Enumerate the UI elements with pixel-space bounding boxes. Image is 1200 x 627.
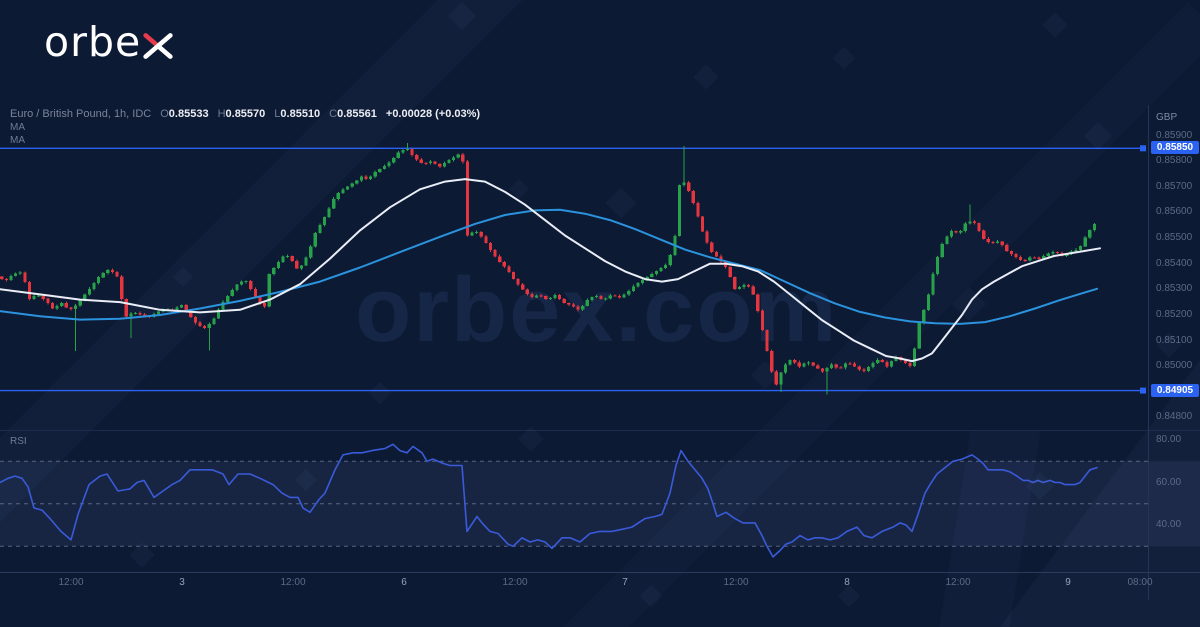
rsi-axis-tick: 80.00 [1156,434,1182,445]
price-axis-tick: 0.84800 [1156,411,1193,423]
ohlc-open: O0.85533 [160,108,209,120]
price-axis-tick: 0.85900 [1156,129,1193,141]
chart-legend: Euro / British Pound, 1h, IDC O0.85533 H… [10,108,480,120]
price-axis-tick: 0.85800 [1156,155,1193,167]
currency-label: GBP [1156,112,1178,123]
watermark-text: orbex.com [355,259,839,361]
symbol-title[interactable]: Euro / British Pound, 1h, IDC [10,108,152,120]
ohlc-high: H0.85570 [217,108,266,120]
price-axis-tick: 0.85000 [1156,360,1193,372]
orbex-logo: orbe [44,22,173,63]
price-axis-tick: 0.85400 [1156,257,1193,269]
ma-slow-label[interactable]: MA [10,135,25,146]
time-axis-tick: 12:00 [58,577,84,588]
price-axis-tick: 0.85200 [1156,308,1193,320]
time-axis-tick: 12:00 [502,577,528,588]
ma-fast-label[interactable]: MA [10,122,25,133]
time-axis-tick: 08:00 [1127,577,1153,588]
time-axis-tick: 6 [401,577,407,588]
rsi-axis-tick: 60.00 [1156,476,1182,488]
logo-wordmark: orbe [44,18,142,66]
time-axis-tick: 9 [1065,577,1071,588]
price-axis-tick: 0.85700 [1156,180,1193,192]
time-axis-tick: 3 [179,577,185,588]
ohlc-low: L0.85510 [274,108,321,120]
price-axis-tick: 0.85300 [1156,283,1193,295]
price-level-badge: 0.85850 [1151,141,1199,155]
logo-x-icon [143,33,173,59]
price-level-badge: 0.84905 [1151,383,1199,397]
time-axis-tick: 12:00 [723,577,749,588]
time-axis-tick: 7 [622,577,628,588]
ohlc-close: C0.85561 [329,108,377,120]
time-axis-tick: 12:00 [945,577,971,588]
time-axis-tick: 12:00 [280,577,306,588]
rsi-indicator-label[interactable]: RSI [10,436,27,447]
price-axis-tick: 0.85100 [1156,334,1193,346]
rsi-axis-tick: 40.00 [1156,519,1182,530]
price-axis-tick: 0.85600 [1156,206,1193,218]
time-axis-tick: 8 [844,577,850,588]
price-change: +0.00028 (+0.03%) [385,108,481,120]
price-axis-tick: 0.85500 [1156,232,1193,244]
